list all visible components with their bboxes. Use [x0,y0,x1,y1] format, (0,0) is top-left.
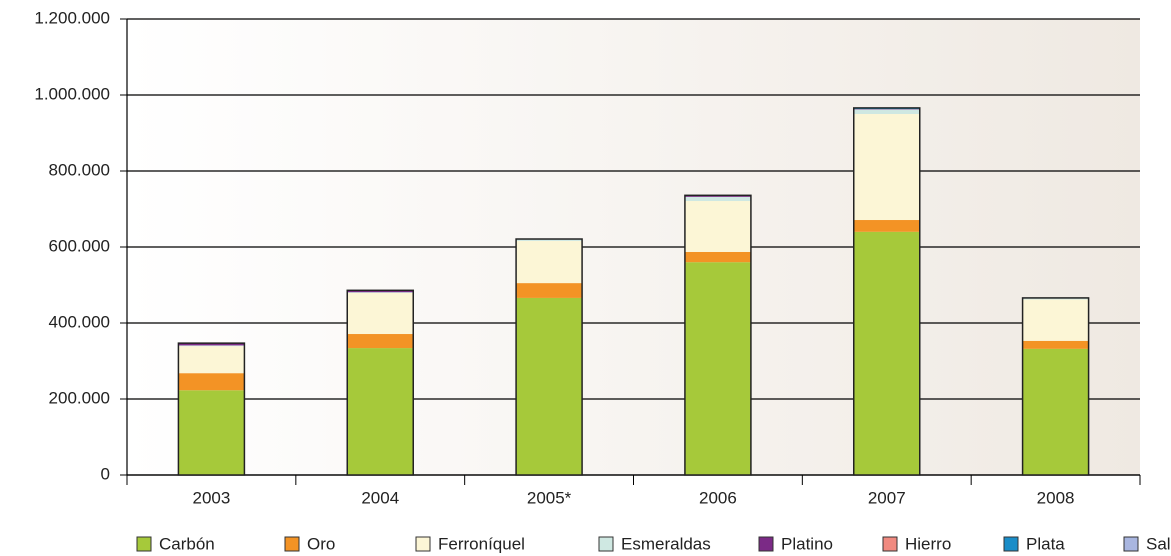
bar-segment [684,251,751,263]
legend-swatch [882,536,898,552]
bar-outline [515,238,583,476]
y-tick-label: 1.200.000 [34,8,110,27]
bar-segment [347,292,414,293]
bar-segment [853,220,920,232]
bar-segment [853,108,920,110]
x-tick-label: 2006 [699,488,737,507]
legend-label: Platino [781,534,833,553]
y-tick-label: 1.000.000 [34,84,110,103]
legend-label: Esmeraldas [621,534,711,553]
bar-segment [516,297,583,475]
y-tick-label: 800.000 [49,160,110,179]
bar-segment [347,348,414,475]
y-tick-label: 600.000 [49,236,110,255]
x-tick-label: 2007 [868,488,906,507]
legend-swatch [758,536,774,552]
legend-label: Ferroníquel [438,534,525,553]
bar-segment [178,343,245,346]
bar-segment [684,195,751,197]
bar-segment [178,346,245,374]
bar-segment [178,345,245,347]
legend-label: Sal [1146,534,1171,553]
legend-label: Carbón [159,534,215,553]
bar-outline [346,289,414,476]
bar-segment [853,231,920,475]
bar-segment [853,109,920,114]
bar-segment [1022,299,1089,341]
y-tick-label: 0 [101,464,110,483]
bar-segment [684,196,751,202]
bar-segment [853,114,920,221]
legend-label: Plata [1026,534,1065,553]
y-tick-label: 200.000 [49,388,110,407]
legend-label: Hierro [905,534,951,553]
bar-segment [347,334,414,349]
legend-swatch [136,536,152,552]
x-tick-label: 2008 [1037,488,1075,507]
bar-segment [1022,348,1089,475]
legend-label: Oro [307,534,335,553]
bar-segment [1022,298,1089,300]
bar-segment [178,373,245,391]
x-tick-label: 2003 [193,488,231,507]
legend-swatch [1003,536,1019,552]
bar-outline [853,107,921,476]
bar-segment [347,290,414,293]
bar-segment [347,292,414,335]
legend-swatch [1123,536,1139,552]
bar-segment [516,239,583,241]
bar-segment [516,283,583,298]
x-tick-label: 2004 [361,488,399,507]
bar-outline [1021,297,1090,476]
bar-outline [684,194,752,476]
bar-segment [516,240,583,284]
legend-swatch [415,536,431,552]
bar-segment [684,262,751,475]
bar-outline [177,342,246,476]
legend-swatch [598,536,614,552]
bar-segment [1022,340,1089,349]
x-tick-label: 2005* [527,488,572,507]
y-tick-label: 400.000 [49,312,110,331]
bar-segment [178,390,245,475]
bar-segment [684,201,751,252]
legend-swatch [284,536,300,552]
